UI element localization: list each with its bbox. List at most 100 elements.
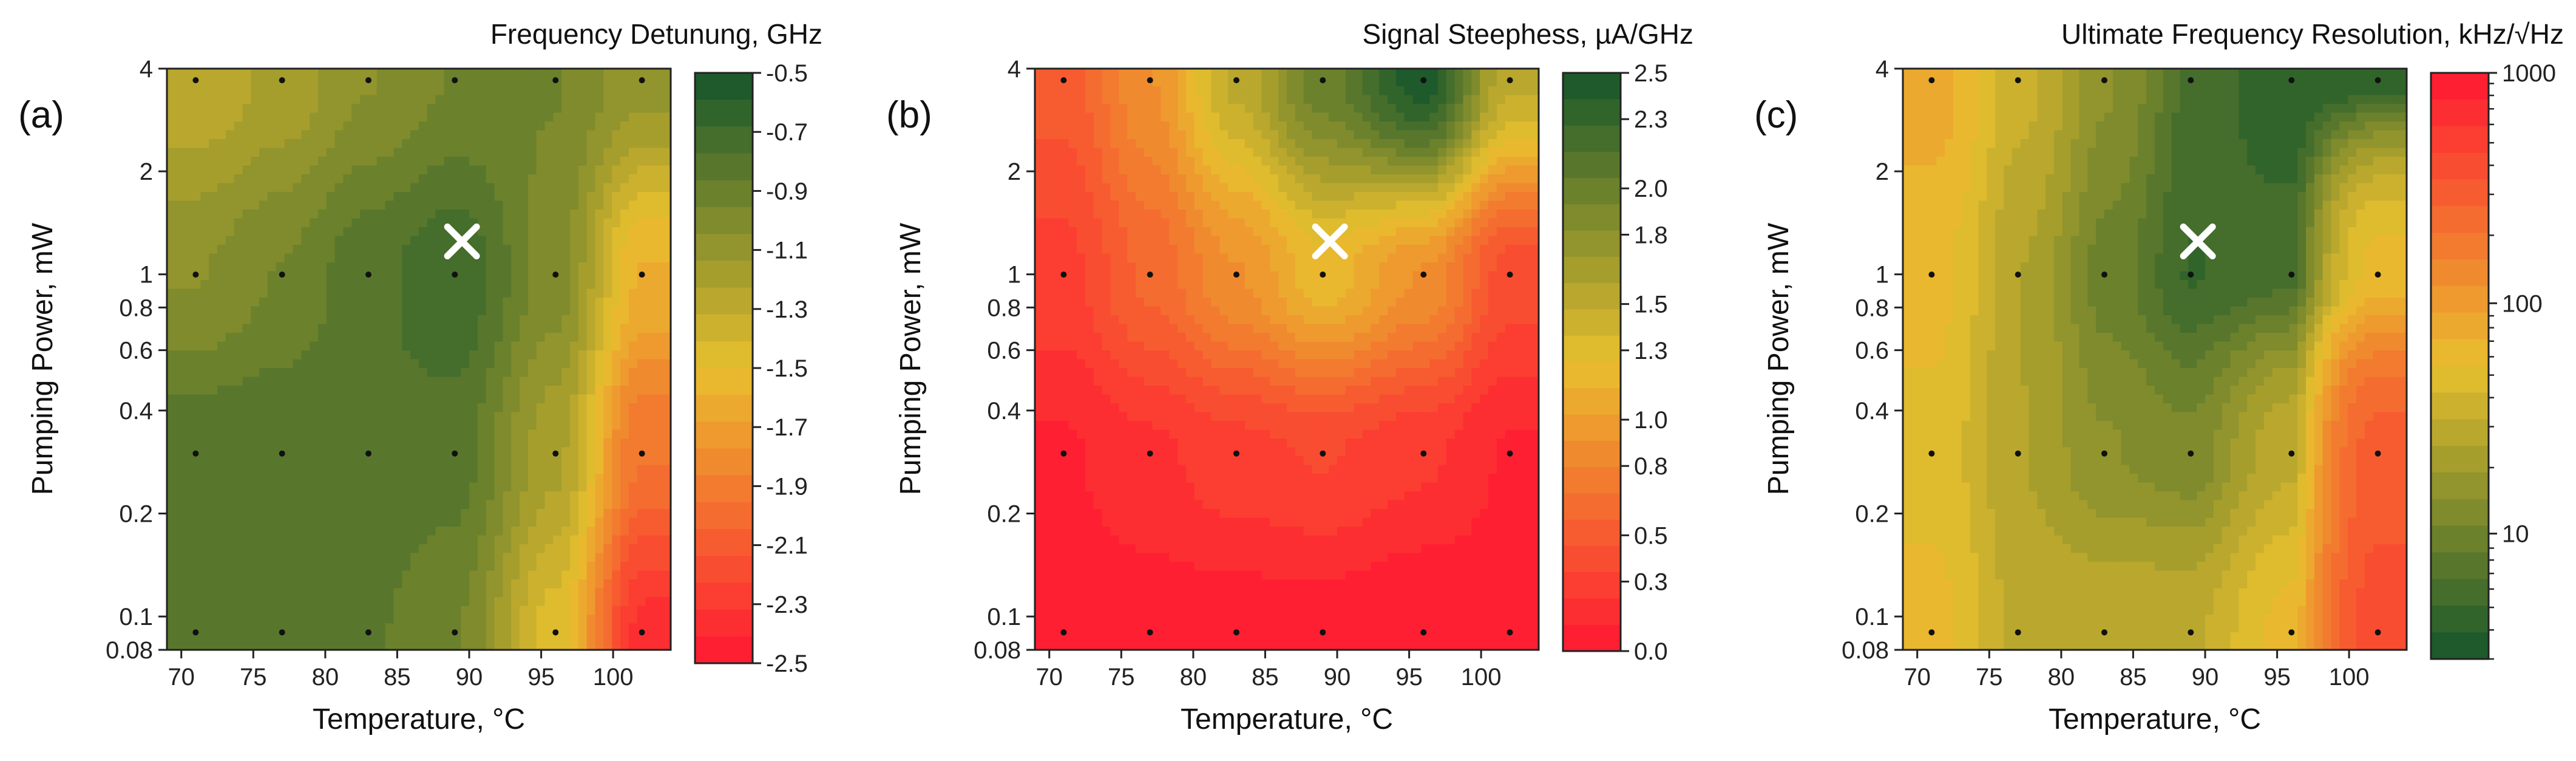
heatmap-cell (1354, 77, 1363, 87)
heatmap-cell (284, 271, 294, 281)
heatmap-cell (360, 535, 369, 545)
heatmap-cell (1522, 157, 1531, 166)
heatmap-cell (360, 306, 369, 316)
heatmap-cell (368, 165, 378, 175)
heatmap-cell (1421, 148, 1430, 157)
heatmap-cell (603, 121, 612, 131)
heatmap-cell (419, 324, 428, 333)
heatmap-cell (494, 403, 504, 413)
heatmap-cell (310, 641, 319, 650)
heatmap-cell (326, 527, 336, 536)
heatmap-cell (242, 165, 252, 175)
measurement-point (279, 271, 285, 278)
heatmap-cell (1161, 121, 1170, 131)
heatmap-cell (259, 597, 268, 607)
heatmap-cell (1085, 112, 1094, 122)
heatmap-cell (293, 271, 302, 281)
heatmap-cell (225, 210, 235, 219)
heatmap-cell (1371, 139, 1380, 149)
heatmap-cell (654, 280, 663, 290)
heatmap-cell (1202, 112, 1212, 122)
heatmap-cell (183, 157, 193, 166)
heatmap-cell (1488, 95, 1497, 104)
heatmap-cell (570, 271, 579, 281)
heatmap-cell (662, 544, 671, 554)
heatmap-cell (461, 121, 470, 131)
heatmap-cell (284, 183, 294, 193)
heatmap-cell (385, 130, 395, 140)
heatmap-cell (1127, 174, 1136, 184)
heatmap-cell (435, 148, 445, 157)
heatmap-cell (662, 341, 671, 351)
heatmap-cell (544, 139, 554, 149)
heatmap-cell (293, 77, 302, 87)
heatmap-cell (175, 298, 185, 307)
heatmap-cell (427, 474, 436, 483)
heatmap-cell (419, 447, 428, 457)
heatmap-cell (511, 210, 520, 219)
heatmap-cell (234, 157, 243, 166)
heatmap-cell (310, 148, 319, 157)
heatmap-cell (402, 174, 411, 184)
heatmap-cell (444, 306, 453, 316)
heatmap-cell (268, 403, 277, 413)
heatmap-cell (544, 253, 554, 263)
heatmap-cell (662, 377, 671, 386)
heatmap-cell (1093, 69, 1103, 78)
heatmap-cell (1371, 69, 1380, 78)
heatmap-cell (1093, 95, 1103, 104)
heatmap-cell (234, 69, 243, 78)
heatmap-cell (385, 517, 395, 527)
heatmap-cell (494, 218, 504, 228)
heatmap-cell (595, 359, 605, 369)
heatmap-cell (225, 95, 235, 104)
heatmap-cell (334, 615, 344, 624)
heatmap-cell (259, 641, 268, 650)
heatmap-cell (662, 553, 671, 562)
heatmap-cell (200, 623, 209, 633)
heatmap-cell (1119, 130, 1128, 140)
heatmap-cell (1035, 95, 1044, 104)
heatmap-cell (1429, 174, 1439, 184)
heatmap-cell (326, 262, 336, 272)
heatmap-cell (1412, 192, 1422, 202)
heatmap-cell (603, 253, 612, 263)
heatmap-cell (595, 517, 605, 527)
heatmap-cell (175, 368, 185, 378)
heatmap-cell (527, 588, 537, 598)
heatmap-cell (351, 262, 361, 272)
heatmap-cell (167, 227, 176, 237)
heatmap-cell (402, 333, 411, 343)
heatmap-cell (1513, 183, 1523, 193)
heatmap-cell (570, 165, 579, 175)
heatmap-cell (511, 553, 520, 562)
heatmap-cell (1261, 165, 1271, 175)
heatmap-cell (503, 527, 512, 536)
heatmap-cell (1178, 77, 1187, 87)
heatmap-cell (1345, 77, 1355, 87)
heatmap-cell (1270, 165, 1279, 175)
heatmap-cell (1219, 148, 1229, 157)
heatmap-cell (259, 632, 268, 642)
panel-a-xtick-75: 75 (240, 650, 267, 691)
heatmap-cell (385, 306, 395, 316)
heatmap-cell (293, 615, 302, 624)
heatmap-cell (553, 579, 562, 589)
heatmap-cell (183, 500, 193, 510)
panel-a-ytick-4: 4 (140, 56, 167, 83)
heatmap-cell (561, 245, 571, 254)
heatmap-cell (242, 447, 252, 457)
heatmap-cell (410, 421, 419, 431)
heatmap-cell (234, 262, 243, 272)
colorbar-band (695, 314, 753, 342)
heatmap-cell (662, 210, 671, 219)
heatmap-cell (268, 439, 277, 448)
heatmap-cell (570, 368, 579, 378)
heatmap-cell (343, 377, 353, 386)
heatmap-cell (486, 112, 495, 122)
heatmap-cell (376, 588, 386, 598)
heatmap-cell (376, 315, 386, 325)
heatmap-cell (376, 77, 386, 87)
heatmap-cell (553, 86, 562, 96)
heatmap-cell (419, 500, 428, 510)
